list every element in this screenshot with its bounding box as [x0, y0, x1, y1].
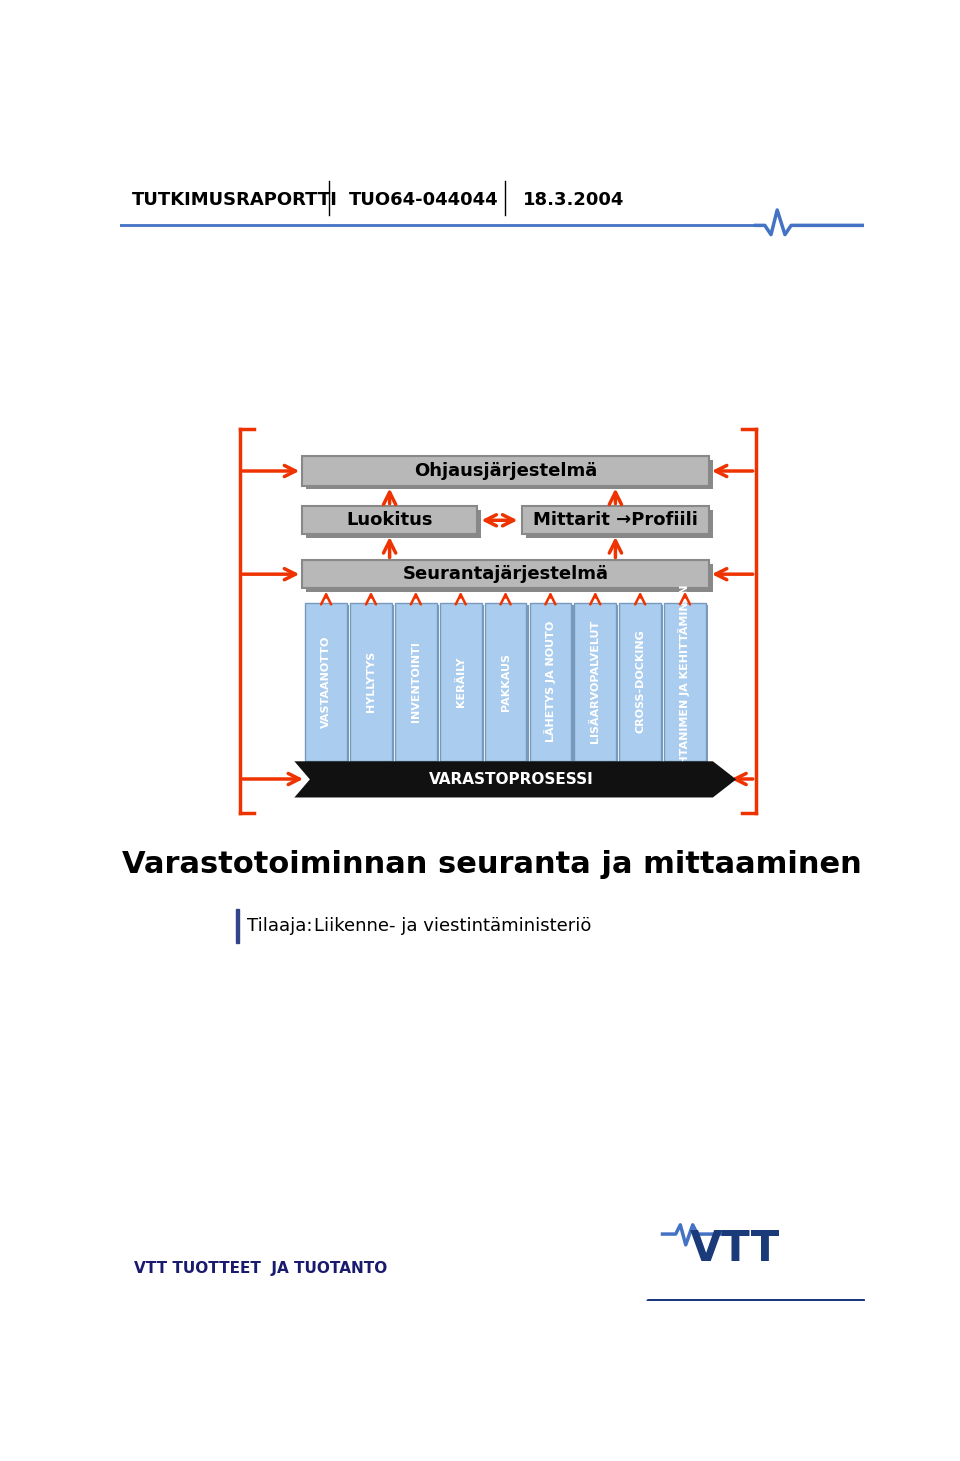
Text: LISÄARVOPALVELUT: LISÄARVOPALVELUT: [590, 619, 600, 744]
Text: HYLLYTYS: HYLLYTYS: [366, 652, 376, 712]
Text: CROSS-DOCKING: CROSS-DOCKING: [636, 630, 645, 733]
FancyBboxPatch shape: [350, 603, 392, 761]
Polygon shape: [295, 761, 736, 798]
Text: Mittarit →Profiili: Mittarit →Profiili: [533, 511, 698, 529]
Text: Tilaaja:: Tilaaja:: [247, 918, 313, 935]
Text: Liikenne- ja viestintäministeriö: Liikenne- ja viestintäministeriö: [314, 918, 591, 935]
FancyBboxPatch shape: [526, 510, 713, 538]
FancyBboxPatch shape: [440, 603, 482, 761]
Text: VASTAANOTTO: VASTAANOTTO: [321, 636, 331, 728]
Text: VARASTOPROSESSI: VARASTOPROSESSI: [429, 771, 593, 787]
Text: LÄHETYS JA NOUTO: LÄHETYS JA NOUTO: [544, 621, 557, 742]
FancyBboxPatch shape: [485, 603, 526, 761]
Polygon shape: [236, 909, 239, 942]
Text: JOHTANIMEN JA KEHITTÄMINEN: JOHTANIMEN JA KEHITTÄMINEN: [679, 584, 691, 779]
FancyBboxPatch shape: [577, 605, 618, 763]
FancyBboxPatch shape: [397, 605, 439, 763]
Text: VTT: VTT: [689, 1229, 780, 1271]
FancyBboxPatch shape: [307, 605, 349, 763]
FancyBboxPatch shape: [487, 605, 529, 763]
FancyBboxPatch shape: [619, 603, 661, 761]
FancyBboxPatch shape: [306, 510, 481, 538]
FancyBboxPatch shape: [530, 603, 571, 761]
FancyBboxPatch shape: [443, 605, 484, 763]
Text: TUTKIMUSRAPORTTI: TUTKIMUSRAPORTTI: [132, 191, 338, 209]
Text: 18.3.2004: 18.3.2004: [523, 191, 624, 209]
Text: PAKKAUS: PAKKAUS: [500, 653, 511, 710]
FancyBboxPatch shape: [664, 603, 706, 761]
Text: Luokitus: Luokitus: [347, 511, 433, 529]
FancyBboxPatch shape: [395, 603, 437, 761]
FancyBboxPatch shape: [522, 507, 709, 535]
FancyBboxPatch shape: [621, 605, 663, 763]
FancyBboxPatch shape: [302, 456, 709, 485]
Text: TUO64-044044: TUO64-044044: [348, 191, 498, 209]
FancyBboxPatch shape: [666, 605, 708, 763]
Text: INVENTOINTI: INVENTOINTI: [411, 641, 420, 722]
FancyBboxPatch shape: [305, 603, 347, 761]
FancyBboxPatch shape: [574, 603, 616, 761]
FancyBboxPatch shape: [306, 564, 713, 592]
FancyBboxPatch shape: [352, 605, 395, 763]
FancyBboxPatch shape: [306, 460, 713, 489]
Text: Varastotoiminnan seuranta ja mittaaminen: Varastotoiminnan seuranta ja mittaaminen: [122, 850, 862, 880]
FancyBboxPatch shape: [302, 507, 477, 535]
FancyBboxPatch shape: [302, 561, 709, 587]
Text: VTT TUOTTEET  JA TUOTANTO: VTT TUOTTEET JA TUOTANTO: [134, 1261, 387, 1277]
Text: KERÄILY: KERÄILY: [456, 656, 466, 707]
Text: Seurantajärjestelmä: Seurantajärjestelmä: [402, 565, 609, 583]
FancyBboxPatch shape: [532, 605, 574, 763]
Text: Ohjausjärjestelmä: Ohjausjärjestelmä: [414, 462, 597, 481]
